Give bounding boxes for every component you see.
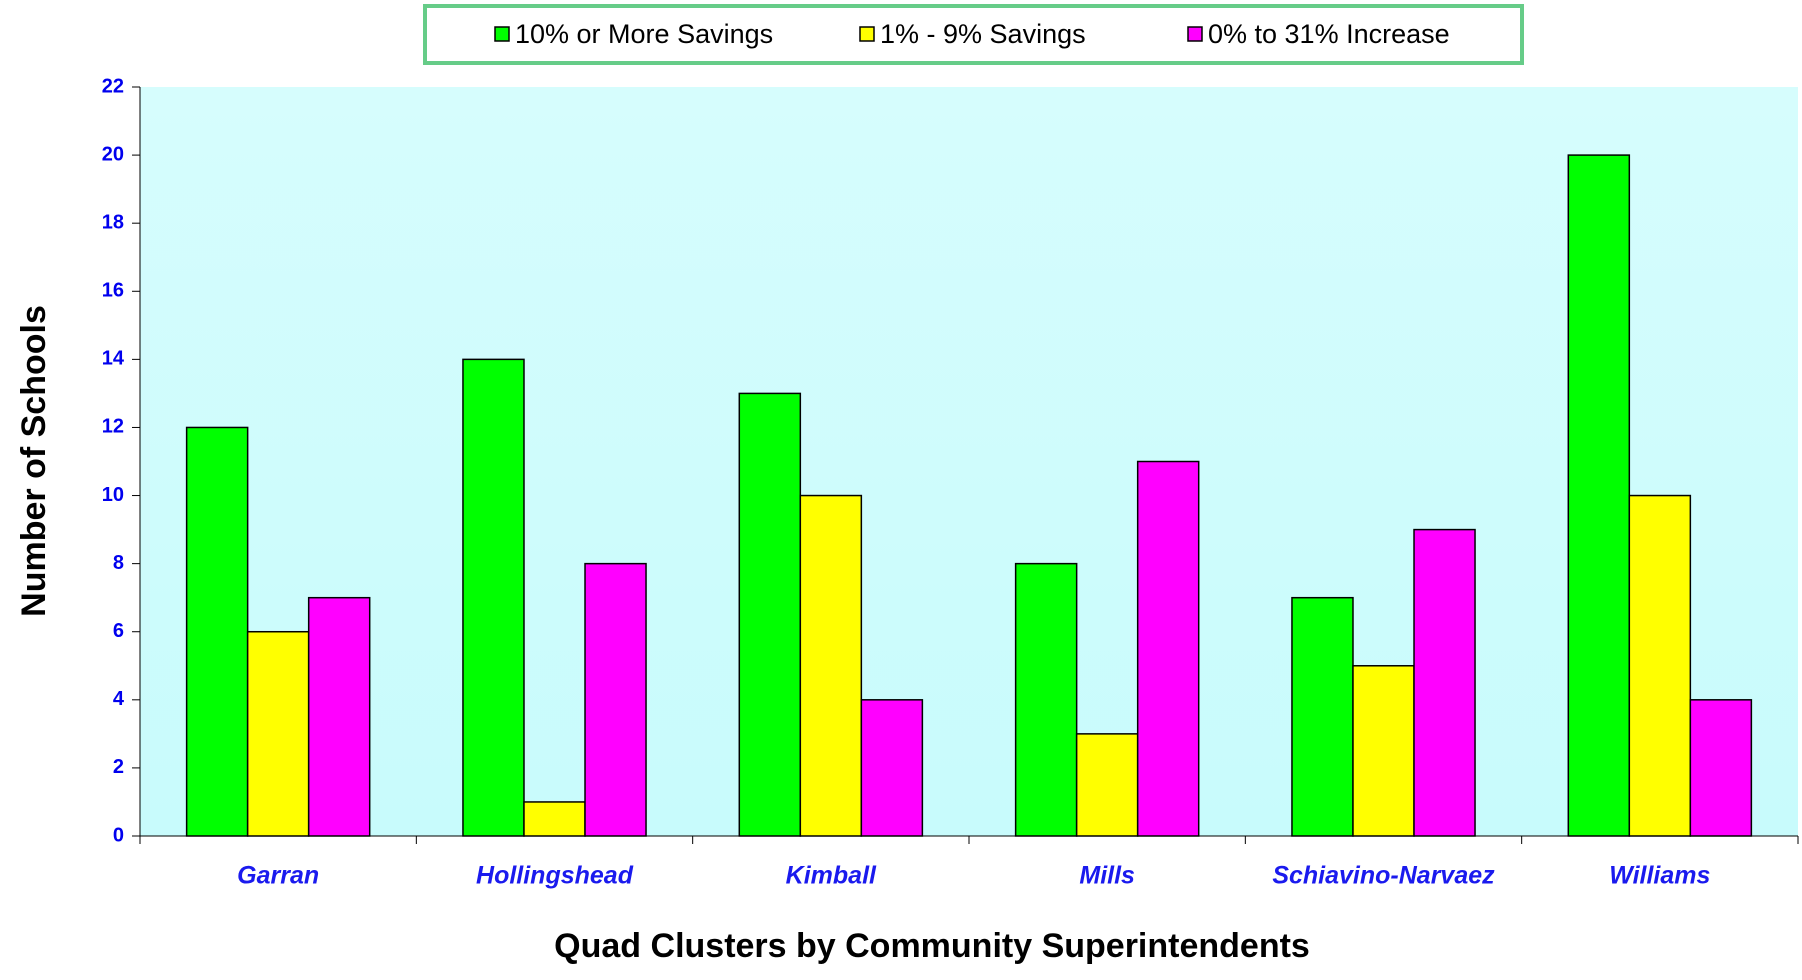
legend-box xyxy=(423,4,1524,65)
plot-area xyxy=(140,87,1798,836)
bar xyxy=(1291,596,1354,837)
legend-label: 0% to 31% Increase xyxy=(1208,19,1450,49)
bar xyxy=(307,596,371,837)
bar xyxy=(1352,665,1415,837)
bar xyxy=(799,494,863,837)
y-tick-label: 12 xyxy=(102,416,124,438)
x-tick-label: Williams xyxy=(1609,862,1710,890)
bar xyxy=(523,801,586,837)
bar xyxy=(1075,733,1139,837)
y-tick-label: 4 xyxy=(113,688,125,710)
bar xyxy=(1014,562,1078,837)
y-tick-label: 0 xyxy=(113,824,124,846)
x-axis-title: Quad Clusters by Community Superintenden… xyxy=(554,927,1310,965)
legend-label: 1% - 9% Savings xyxy=(880,19,1086,49)
bar xyxy=(1567,154,1631,837)
bar xyxy=(738,392,802,837)
x-tick-label: Mills xyxy=(1079,862,1135,890)
legend-label: 10% or More Savings xyxy=(515,19,773,49)
y-tick-label: 10 xyxy=(102,484,124,506)
bar xyxy=(246,630,310,837)
legend-swatch xyxy=(494,26,510,42)
x-tick-label: Kimball xyxy=(786,862,877,890)
bar xyxy=(584,562,647,837)
bar xyxy=(1136,460,1200,837)
bar xyxy=(185,426,249,837)
y-tick-label: 6 xyxy=(113,620,124,642)
bar xyxy=(860,699,924,837)
bar xyxy=(1628,494,1692,837)
y-tick-label: 16 xyxy=(102,280,124,302)
y-tick-label: 8 xyxy=(113,552,124,574)
y-tick-label: 20 xyxy=(102,143,124,165)
legend-swatch xyxy=(859,26,875,42)
bar xyxy=(1689,699,1753,837)
legend-swatch xyxy=(1187,26,1203,42)
y-axis-title: Number of Schools xyxy=(15,305,53,617)
x-tick-label: Hollingshead xyxy=(476,862,634,890)
y-tick-label: 2 xyxy=(113,756,124,778)
y-tick-label: 18 xyxy=(102,211,124,233)
bar xyxy=(462,358,525,837)
y-tick-label: 22 xyxy=(102,75,124,97)
bar xyxy=(1413,528,1476,837)
x-tick-label: Garran xyxy=(237,862,319,890)
x-tick-label: Schiavino-Narvaez xyxy=(1272,862,1495,890)
y-tick-label: 14 xyxy=(102,348,125,370)
